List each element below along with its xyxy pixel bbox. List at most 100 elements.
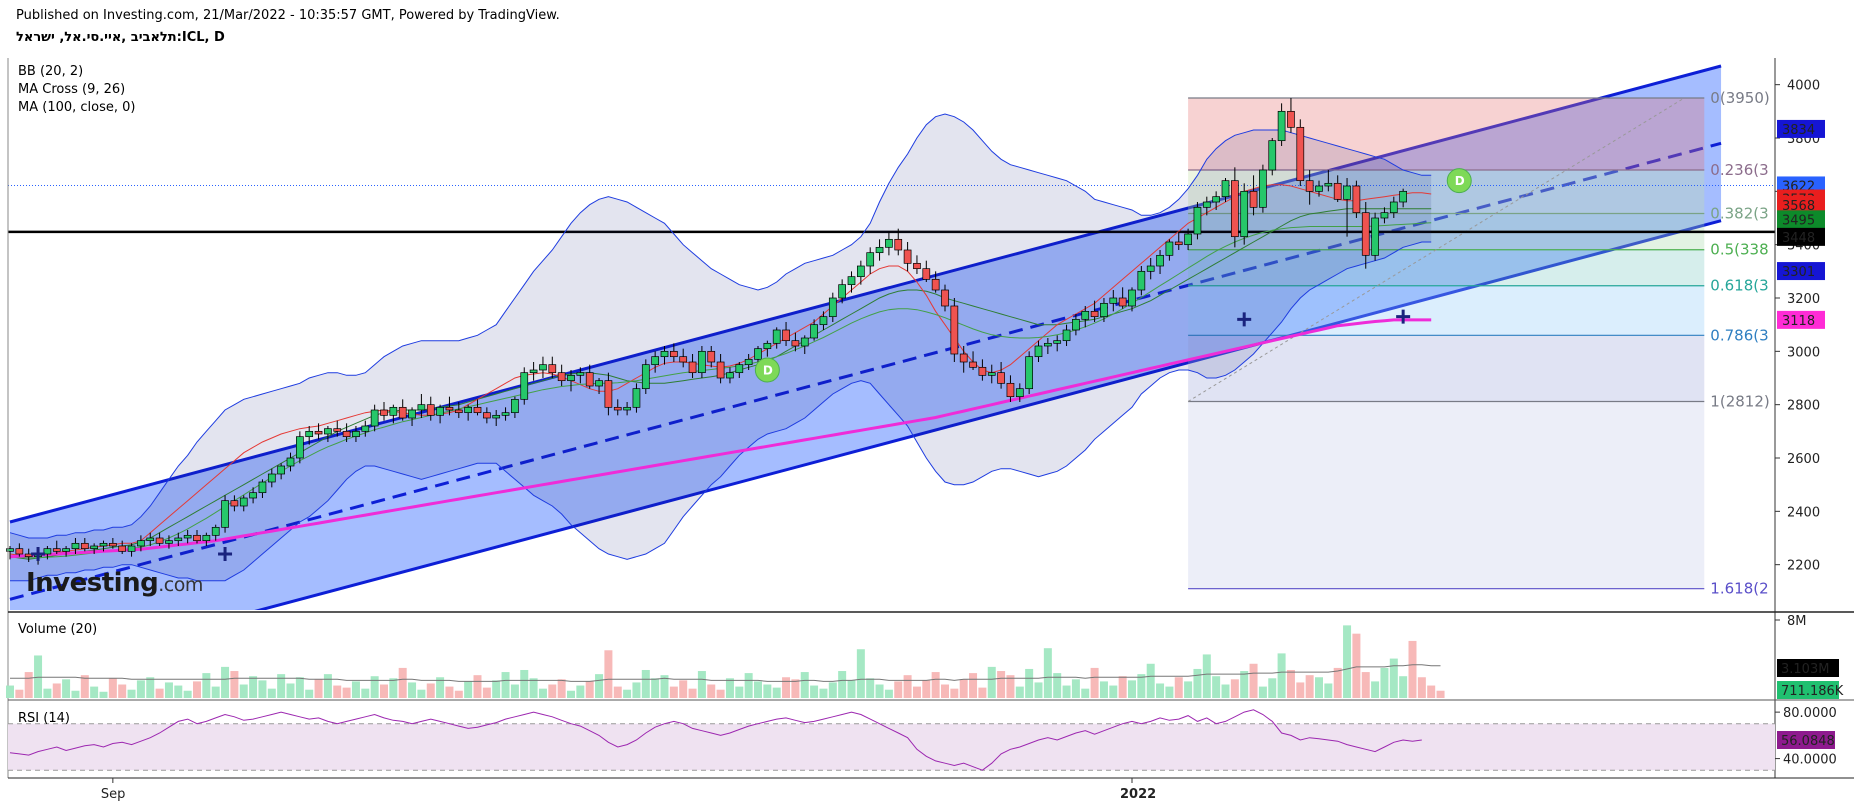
volume-bar <box>211 686 220 698</box>
candle-body <box>1240 190 1249 238</box>
candles[interactable] <box>6 98 1408 565</box>
candle-body <box>277 465 285 475</box>
volume-bar <box>323 674 332 698</box>
candle <box>1249 175 1258 216</box>
candle <box>632 383 641 413</box>
volume-bar <box>1137 674 1146 698</box>
candle <box>1333 175 1342 202</box>
candle-body <box>539 364 547 371</box>
volume-bar <box>351 681 360 698</box>
candle-body <box>15 548 24 555</box>
candle-body <box>1399 190 1408 203</box>
candle <box>847 271 856 293</box>
volume-bar <box>230 671 239 698</box>
candle <box>511 396 519 418</box>
candle <box>211 524 220 541</box>
volume-bar <box>1099 681 1108 698</box>
volume-bar <box>1212 676 1221 698</box>
candle-body <box>1389 201 1398 214</box>
volume-bar <box>445 686 454 698</box>
indicator-ma-cross[interactable]: MA Cross (9, 26) <box>18 82 126 97</box>
candle-body <box>735 364 744 374</box>
candle-body <box>1062 329 1071 342</box>
candle-body <box>707 350 716 363</box>
candle <box>239 495 248 512</box>
symbol-title: תלאביב ,איי.סי.אל, ישראל:ICL, D <box>16 30 225 45</box>
price-tag-label: 3118 <box>1782 314 1815 329</box>
volume-bar <box>1193 668 1202 698</box>
volume-bar <box>71 690 80 698</box>
candle-body <box>1109 297 1118 304</box>
candle <box>557 364 566 386</box>
candle-body <box>595 380 603 387</box>
candle <box>118 540 127 554</box>
volume-bar <box>333 685 342 698</box>
candle-body <box>6 548 14 552</box>
candle <box>623 402 631 416</box>
candle <box>604 372 613 416</box>
candle-body <box>389 406 398 416</box>
candle-body <box>1202 201 1211 208</box>
candle <box>1006 375 1015 402</box>
candle-body <box>810 324 818 339</box>
candle-body <box>950 305 959 355</box>
candle <box>1230 167 1239 248</box>
volume-bar <box>1081 688 1090 698</box>
candle-body <box>941 289 949 307</box>
volume-bar <box>1043 648 1052 698</box>
volume-bar <box>987 666 996 698</box>
candle <box>258 479 267 498</box>
candle <box>1259 164 1267 213</box>
candle-body <box>1361 212 1370 256</box>
rsi-line <box>9 709 1422 771</box>
candle <box>464 404 472 421</box>
candle-body <box>819 316 828 326</box>
volume-bar <box>1174 677 1183 698</box>
candle-body <box>417 404 426 411</box>
candle-body <box>885 238 893 248</box>
y-tick-label: 2800 <box>1787 399 1820 414</box>
candle-body <box>239 497 248 507</box>
candle <box>679 348 688 368</box>
volume-bar <box>585 681 594 698</box>
candle-body <box>1128 289 1136 307</box>
indicator-ma100[interactable]: MA (100, close, 0) <box>18 100 136 115</box>
fib-zone <box>1188 249 1705 286</box>
volume-bar <box>557 679 566 698</box>
candle <box>1371 212 1379 261</box>
candle <box>1202 196 1211 216</box>
volume-bar <box>679 680 688 698</box>
volume-bar <box>903 675 912 698</box>
candle <box>127 543 136 557</box>
volume-bar <box>800 672 809 698</box>
y-tick-label: 4000 <box>1787 79 1820 94</box>
candle-body <box>772 329 781 344</box>
candle-body <box>230 500 239 507</box>
candle <box>1137 266 1146 296</box>
candle <box>810 319 818 341</box>
candle <box>286 452 295 472</box>
volume-bar <box>866 678 875 698</box>
candle <box>370 404 379 432</box>
dividend-marker <box>1446 168 1472 194</box>
logo-suffix: .com <box>158 574 203 596</box>
rsi-band <box>8 723 1775 771</box>
candle <box>1305 170 1314 205</box>
candle <box>585 364 594 389</box>
volume-bar <box>735 686 744 698</box>
candle-body <box>604 380 613 408</box>
volume-tag-label: 3.103M <box>1781 662 1829 677</box>
y-tick-label: 2400 <box>1787 505 1820 520</box>
candle <box>1287 98 1295 133</box>
candle <box>426 396 435 421</box>
candle-body <box>1212 196 1221 203</box>
logo-brand: Investing <box>26 568 159 598</box>
volume-bar <box>707 684 716 698</box>
candle <box>398 399 407 421</box>
volume-bar <box>884 689 893 698</box>
candle <box>1389 196 1398 218</box>
volume-bar <box>1352 633 1361 698</box>
volume-bar <box>1399 676 1408 698</box>
indicator-bb[interactable]: BB (20, 2) <box>18 64 84 79</box>
